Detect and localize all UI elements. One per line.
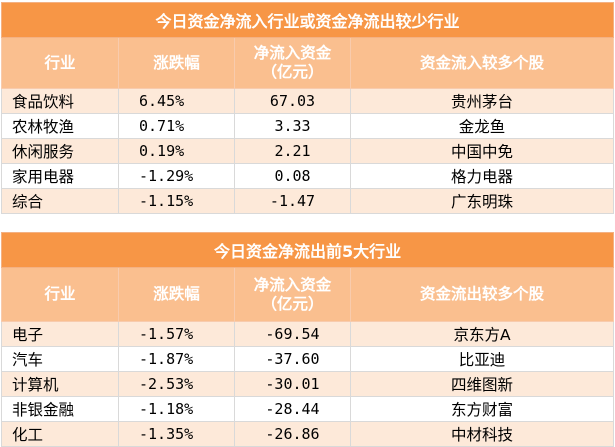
table-row: 非银金融 -1.18% -28.44 东方财富 — [1, 396, 615, 422]
outflow-industry-table: 今日资金净流出前5大行业 行业 涨跌幅 净流入资金 （亿元） 资金流出较多个股 … — [0, 232, 615, 447]
cell-industry: 汽车 — [1, 346, 119, 372]
cell-stock: 广东明珠 — [349, 188, 615, 214]
cell-net-inflow: -28.44 — [234, 396, 351, 422]
cell-stock: 中材科技 — [349, 421, 615, 447]
cell-net-inflow: -30.01 — [234, 371, 351, 397]
cell-change: 0.71% — [118, 113, 235, 139]
cell-industry: 家用电器 — [1, 163, 119, 189]
cell-industry: 非银金融 — [1, 396, 119, 422]
cell-industry: 食品饮料 — [1, 88, 119, 114]
cell-industry: 农林牧渔 — [1, 113, 119, 139]
header-top-stocks: 资金流出较多个股 — [349, 267, 615, 322]
cell-stock: 格力电器 — [349, 163, 615, 189]
table-row: 农林牧渔 0.71% 3.33 金龙鱼 — [1, 113, 615, 139]
cell-change: 6.45% — [118, 88, 235, 114]
table-row: 综合 -1.15% -1.47 广东明珠 — [1, 188, 615, 214]
table-row: 休闲服务 0.19% 2.21 中国中免 — [1, 138, 615, 164]
table-row: 家用电器 -1.29% 0.08 格力电器 — [1, 163, 615, 189]
cell-change: -1.35% — [118, 421, 235, 447]
table-row: 化工 -1.35% -26.86 中材科技 — [1, 421, 615, 447]
table-header-row: 行业 涨跌幅 净流入资金 （亿元） 资金流出较多个股 — [1, 267, 615, 322]
header-net-inflow: 净流入资金 （亿元） — [234, 37, 351, 89]
table-title: 今日资金净流入行业或资金净流出较少行业 — [0, 2, 615, 38]
cell-net-inflow: -37.60 — [234, 346, 351, 372]
table-row: 电子 -1.57% -69.54 京东方A — [1, 321, 615, 347]
header-industry: 行业 — [1, 37, 119, 89]
cell-net-inflow: -69.54 — [234, 321, 351, 347]
cell-net-inflow: 0.08 — [234, 163, 351, 189]
table-gap — [0, 215, 615, 232]
cell-net-inflow: 2.21 — [234, 138, 351, 164]
cell-stock: 贵州茅台 — [349, 88, 615, 114]
cell-change: -1.18% — [118, 396, 235, 422]
table-title: 今日资金净流出前5大行业 — [0, 232, 615, 268]
cell-industry: 计算机 — [1, 371, 119, 397]
inflow-industry-table: 今日资金净流入行业或资金净流出较少行业 行业 涨跌幅 净流入资金 （亿元） 资金… — [0, 2, 615, 214]
header-change: 涨跌幅 — [118, 37, 235, 89]
cell-stock: 中国中免 — [349, 138, 615, 164]
header-change: 涨跌幅 — [118, 267, 235, 322]
cell-industry: 综合 — [1, 188, 119, 214]
cell-net-inflow: 67.03 — [234, 88, 351, 114]
cell-industry: 化工 — [1, 421, 119, 447]
cell-change: -2.53% — [118, 371, 235, 397]
table-row: 计算机 -2.53% -30.01 四维图新 — [1, 371, 615, 397]
cell-industry: 电子 — [1, 321, 119, 347]
table-row: 食品饮料 6.45% 67.03 贵州茅台 — [1, 88, 615, 114]
cell-change: -1.15% — [118, 188, 235, 214]
header-industry: 行业 — [1, 267, 119, 322]
header-top-stocks: 资金流入较多个股 — [349, 37, 615, 89]
cell-change: 0.19% — [118, 138, 235, 164]
cell-stock: 四维图新 — [349, 371, 615, 397]
cell-stock: 比亚迪 — [349, 346, 615, 372]
cell-change: -1.57% — [118, 321, 235, 347]
table-header-row: 行业 涨跌幅 净流入资金 （亿元） 资金流入较多个股 — [1, 37, 615, 89]
cell-stock: 金龙鱼 — [349, 113, 615, 139]
cell-net-inflow: 3.33 — [234, 113, 351, 139]
cell-change: -1.29% — [118, 163, 235, 189]
table-row: 汽车 -1.87% -37.60 比亚迪 — [1, 346, 615, 372]
cell-stock: 东方财富 — [349, 396, 615, 422]
header-net-inflow: 净流入资金 （亿元） — [234, 267, 351, 322]
cell-net-inflow: -1.47 — [234, 188, 351, 214]
cell-net-inflow: -26.86 — [234, 421, 351, 447]
cell-change: -1.87% — [118, 346, 235, 372]
cell-industry: 休闲服务 — [1, 138, 119, 164]
cell-stock: 京东方A — [349, 321, 615, 347]
